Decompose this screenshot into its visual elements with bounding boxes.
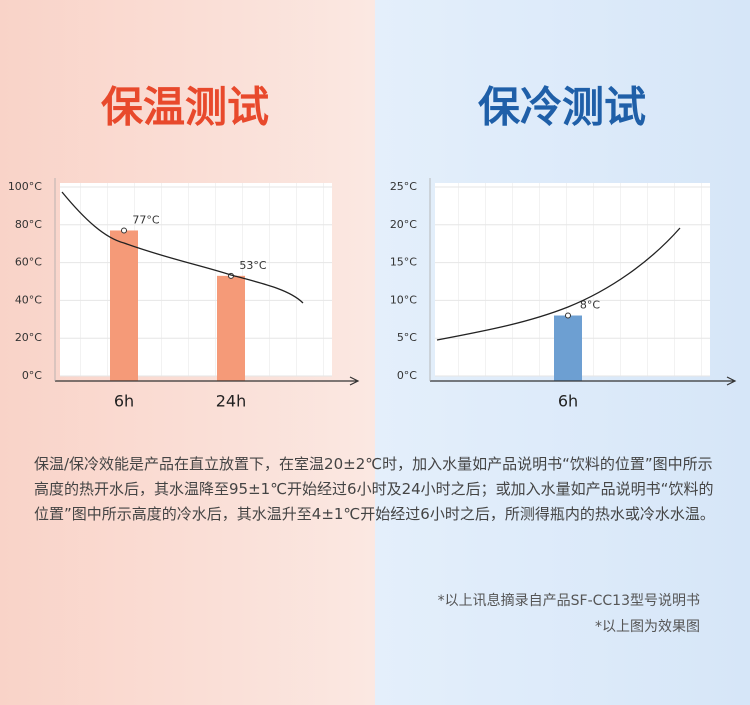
x-axis	[430, 376, 737, 386]
plot-grid	[60, 183, 332, 376]
y-tick-label: 20°C	[390, 218, 417, 231]
note: *以上图为效果图	[595, 619, 700, 635]
y-tick-label: 10°C	[390, 293, 417, 306]
note: *以上讯息摘录自产品SF-CC13型号说明书	[437, 593, 700, 609]
point-marker	[565, 312, 571, 319]
bar	[110, 230, 138, 381]
value-label: 77°C	[132, 213, 159, 226]
trend-curve	[436, 227, 681, 341]
x-tick-label: 24h	[216, 392, 247, 411]
y-tick-label: 15°C	[390, 256, 417, 269]
x-tick-label: 6h	[114, 392, 134, 411]
bar	[554, 315, 582, 381]
y-tick-label: 60°C	[15, 256, 42, 269]
y-tick-label: 20°C	[15, 331, 42, 344]
point-marker	[121, 227, 127, 234]
description: 保温/保冷效能是产品在直立放置下，在室温20±2℃时，加入水量如产品说明书“饮料…	[34, 455, 715, 523]
x-tick-label: 6h	[558, 392, 578, 411]
y-tick-label: 0°C	[22, 369, 42, 382]
y-tick-label: 80°C	[15, 218, 42, 231]
y-tick-label: 100°C	[8, 180, 42, 193]
y-tick-label: 5°C	[397, 331, 417, 344]
y-tick-label: 25°C	[390, 180, 417, 193]
x-axis	[55, 376, 360, 386]
y-tick-label: 40°C	[15, 293, 42, 306]
value-label: 8°C	[580, 299, 600, 312]
value-label: 53°C	[239, 259, 266, 272]
bar	[217, 275, 245, 381]
y-tick-label: 0°C	[397, 369, 417, 382]
trend-curve	[61, 191, 304, 304]
chart-title: 保冷测试	[478, 83, 646, 132]
chart-title: 保温测试	[101, 83, 269, 132]
